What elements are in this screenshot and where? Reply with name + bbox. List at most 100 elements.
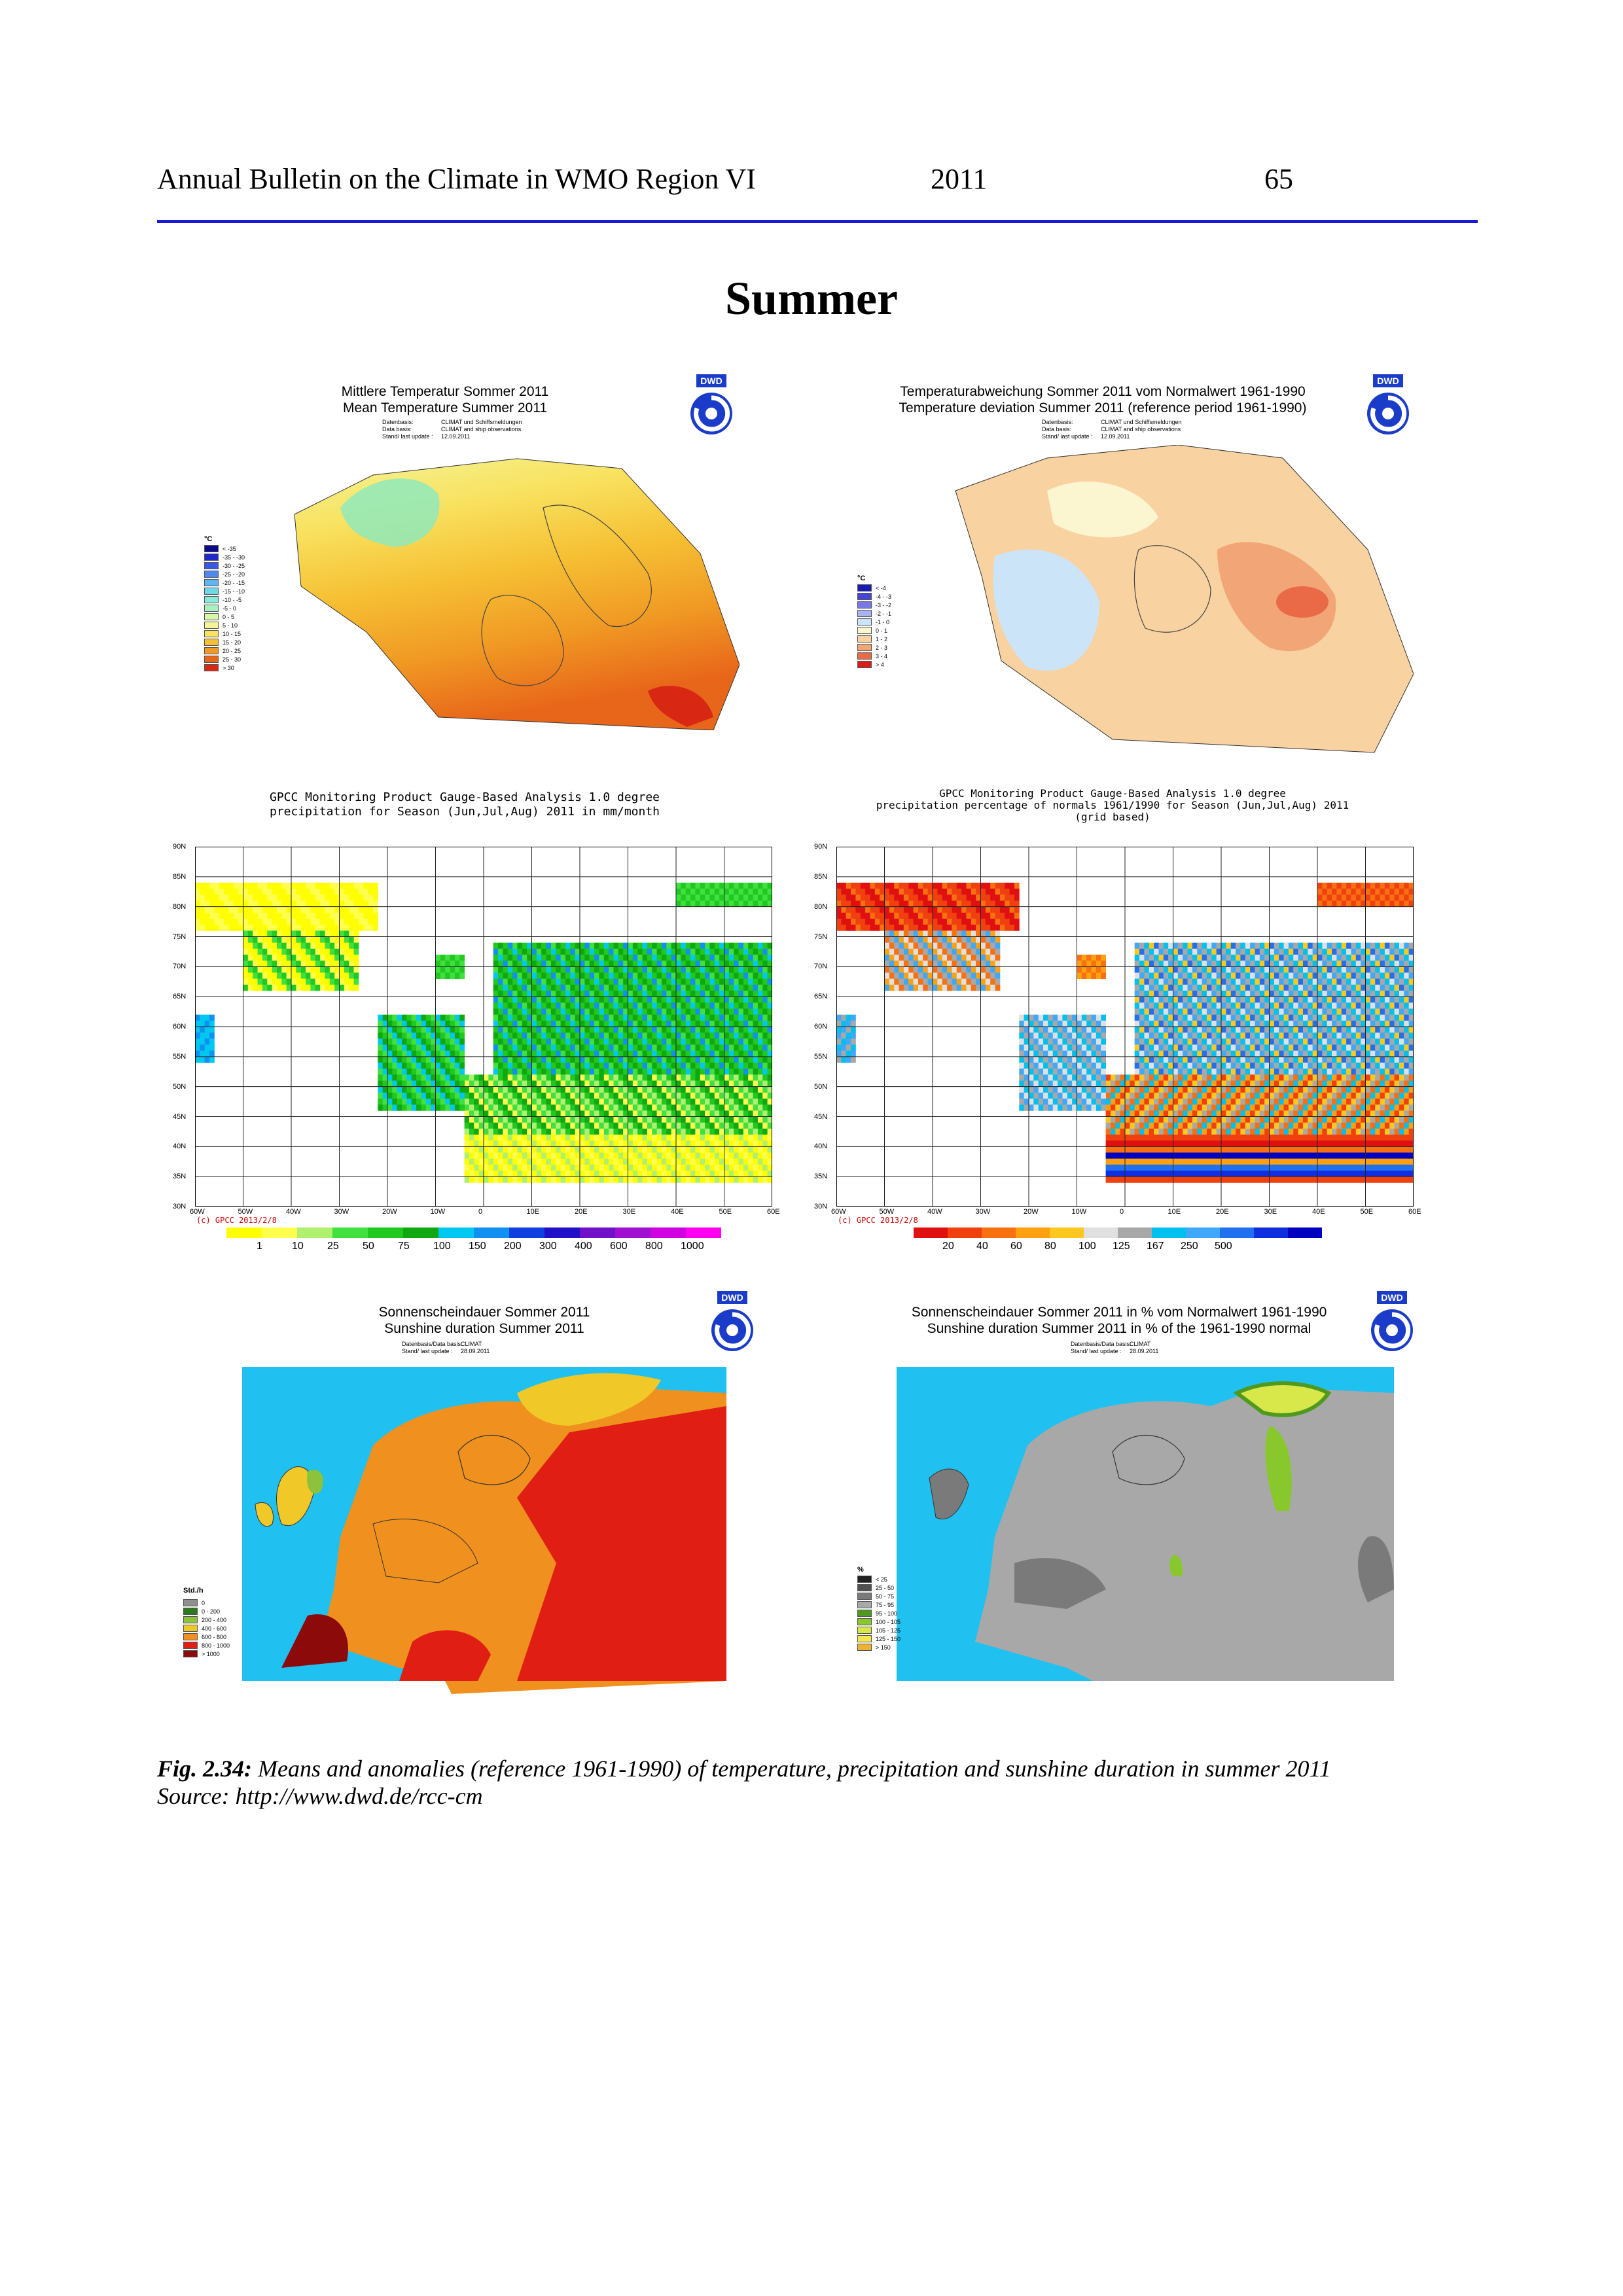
grid-cell [728,1171,734,1177]
grid-cell [507,1080,513,1087]
grid-cell [1259,1056,1265,1063]
grid-cell [1187,978,1193,985]
grid-cell [522,1074,527,1081]
grid-cell [1298,966,1304,973]
grid-cell [1264,1008,1270,1016]
grid-cell [1255,1056,1260,1063]
grid-cell [358,894,364,901]
grid-cell [594,1020,599,1027]
grid-cell [762,1110,768,1117]
grid-cell [762,1171,768,1177]
grid-cell [392,1092,398,1099]
grid-cell [613,1033,619,1039]
grid-cell [488,1116,494,1123]
grid-cell [498,1014,503,1021]
grid-cell [435,1056,441,1063]
grid-cell [637,1014,643,1021]
grid-cell [421,1050,427,1057]
grid-cell [550,955,556,961]
grid-cell [469,1171,474,1177]
grid-cell [1250,942,1255,949]
grid-cell [700,1044,705,1051]
grid-cell [416,1027,421,1033]
grid-cell [851,1044,856,1051]
grid-cell [1197,1038,1202,1045]
grid-cell [661,991,667,997]
grid-cell [1250,1033,1255,1039]
grid-cell [652,1080,657,1087]
grid-cell [507,1128,513,1135]
grid-cell [851,1038,856,1045]
grid-cell [512,1008,518,1016]
grid-cell [546,1171,552,1177]
grid-cell [253,883,258,889]
grid-cell [836,919,842,925]
grid-cell [738,1128,744,1135]
grid-cell [1158,942,1164,949]
grid-cell [527,1104,532,1111]
grid-cell [719,1044,724,1051]
grid-cell [700,1086,705,1093]
grid-cell [937,894,943,901]
grid-cell [966,925,972,931]
grid-cell [363,894,368,901]
grid-cell [628,1056,633,1063]
grid-cell [632,1044,638,1051]
grid-cell [748,1164,753,1171]
grid-cell [454,1056,460,1063]
grid-cell [1279,1063,1284,1069]
grid-cell [865,894,870,901]
grid-cell [1240,1033,1246,1039]
grid-cell [613,1176,619,1183]
grid-cell [642,1092,648,1099]
grid-cell [599,1063,605,1069]
grid-cell [320,984,325,991]
grid-cell [748,1171,753,1177]
grid-cell [589,997,595,1003]
grid-cell [1134,1002,1140,1009]
grid-cell [937,883,943,889]
legend-label: 15 - 20 [223,639,241,646]
grid-cell [310,966,316,973]
gpcc-title-line2: precipitation for Season (Jun,Jul,Aug) 2… [269,805,660,819]
grid-cell [445,1092,450,1099]
grid-cell [325,978,330,985]
grid-cell [214,912,220,919]
grid-cell [695,1164,701,1171]
grid-cell [425,1038,431,1045]
grid-cell [1245,972,1251,980]
grid-cell [956,919,962,925]
grid-cell [421,1074,427,1081]
grid-cell [1187,948,1193,955]
grid-cell [334,912,340,919]
grid-cell [349,984,354,991]
grid-cell [666,1122,672,1129]
grid-cell [580,1116,585,1123]
grid-cell [656,1146,662,1153]
grid-cell [1154,1050,1159,1057]
grid-cell [512,1146,518,1153]
grid-cell [666,1171,672,1177]
grid-cell [738,966,744,973]
grid-cell [560,1050,566,1057]
grid-cell [884,966,890,973]
grid-cell [913,930,919,937]
grid-cell [344,972,349,980]
grid-cell [947,912,952,919]
grid-cell [536,966,542,973]
grid-cell [498,1140,503,1147]
grid-cell [1134,1063,1140,1069]
grid-cell [937,936,943,944]
grid-cell [459,955,465,961]
grid-cell [1177,955,1183,961]
grid-cell [556,1069,561,1075]
grid-cell [952,919,957,925]
grid-cell [738,984,744,991]
grid-cell [584,991,590,997]
grid-cell [247,906,253,913]
grid-cell [738,1104,744,1111]
grid-cell [623,1080,628,1087]
grid-cell [291,919,296,925]
grid-cell [734,894,739,901]
grid-cell [300,925,306,931]
